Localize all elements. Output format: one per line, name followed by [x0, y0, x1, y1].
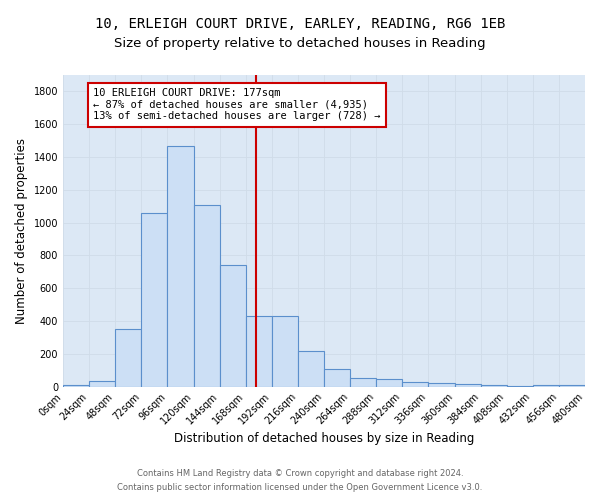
Bar — [298, 350, 324, 387]
Bar — [89, 381, 115, 387]
Bar — [559, 385, 585, 387]
Bar — [167, 146, 194, 387]
Bar — [533, 385, 559, 387]
Bar — [272, 316, 298, 387]
Bar — [63, 385, 89, 387]
Text: 10 ERLEIGH COURT DRIVE: 177sqm
← 87% of detached houses are smaller (4,935)
13% : 10 ERLEIGH COURT DRIVE: 177sqm ← 87% of … — [94, 88, 381, 122]
Text: Contains public sector information licensed under the Open Government Licence v3: Contains public sector information licen… — [118, 484, 482, 492]
Bar — [455, 384, 481, 387]
Bar — [142, 213, 167, 387]
Bar — [220, 264, 246, 387]
Bar — [428, 384, 455, 387]
X-axis label: Distribution of detached houses by size in Reading: Distribution of detached houses by size … — [174, 432, 474, 445]
Y-axis label: Number of detached properties: Number of detached properties — [15, 138, 28, 324]
Bar — [246, 316, 272, 387]
Bar — [194, 204, 220, 387]
Bar — [507, 386, 533, 387]
Bar — [324, 368, 350, 387]
Bar — [350, 378, 376, 387]
Bar — [403, 382, 428, 387]
Bar — [115, 328, 142, 387]
Text: Contains HM Land Registry data © Crown copyright and database right 2024.: Contains HM Land Registry data © Crown c… — [137, 468, 463, 477]
Bar — [376, 378, 403, 387]
Text: 10, ERLEIGH COURT DRIVE, EARLEY, READING, RG6 1EB: 10, ERLEIGH COURT DRIVE, EARLEY, READING… — [95, 18, 505, 32]
Text: Size of property relative to detached houses in Reading: Size of property relative to detached ho… — [114, 38, 486, 51]
Bar — [481, 385, 507, 387]
